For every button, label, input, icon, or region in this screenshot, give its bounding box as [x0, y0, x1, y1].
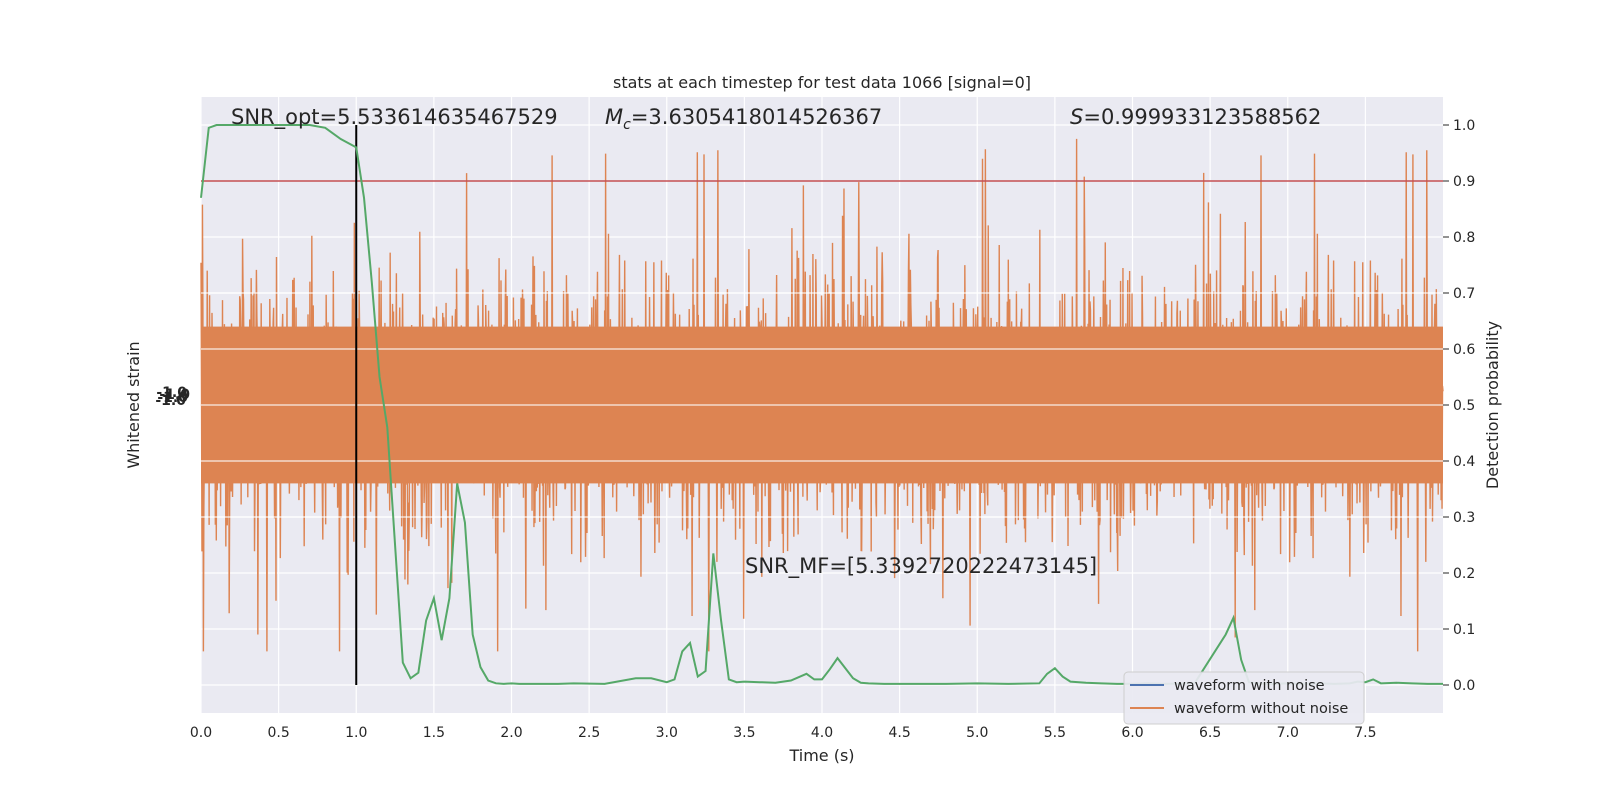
y-tick-label: 0.2: [1453, 566, 1475, 582]
x-tick-label: 6.0: [1121, 725, 1143, 741]
x-tick-label: 7.5: [1354, 725, 1376, 741]
snr-mf-annotation: SNR_MF=[5.3392720222473145]: [745, 554, 1097, 579]
chirp-mass-value: =3.6305418014526367: [631, 105, 882, 129]
y-tick-label: 0.4: [1453, 454, 1475, 470]
detection-probability-line: [200, 124, 1443, 685]
left-tick-label-b: -1.0: [157, 390, 188, 406]
y-tick-label: 1.0: [1453, 118, 1475, 134]
x-tick-label: 0.0: [190, 725, 212, 741]
x-tick-label: 6.5: [1199, 725, 1221, 741]
y-tick-label: 0.8: [1453, 230, 1475, 246]
snr-opt-annotation: SNR_opt=5.533614635467529: [231, 105, 558, 130]
x-tick-label: 2.5: [578, 725, 600, 741]
x-tick-label: 5.5: [1044, 725, 1066, 741]
y-tick-label: 0.9: [1453, 174, 1475, 190]
y-tick-label: 0.7: [1453, 286, 1475, 302]
y-tick-label: 0.5: [1453, 398, 1475, 414]
x-axis-ticks: 0.0 0.5 1.0 1.5 2.0 2.5 3.0 3.5 4.0 4.5 5.0 5.5 6.0 6…: [190, 725, 1377, 741]
legend-label-without-noise: waveform without noise: [1174, 701, 1348, 717]
legend: waveform with noise waveform without noi…: [1123, 671, 1365, 725]
x-tick-label: 0.5: [267, 725, 289, 741]
s-annotation: S=0.999933123588562: [1070, 105, 1321, 129]
y-tick-label: 0.1: [1453, 622, 1475, 638]
right-axis-ticks: 0.0 0.1 0.2 0.3 0.4 0.5 0.6 0.7 0.8 0.9 1.0: [1443, 118, 1475, 694]
x-tick-label: 4.0: [811, 725, 833, 741]
left-axis-overlapping-ticks: -1.0 -1.0 -1.0 -1.0: [155, 385, 190, 409]
s-symbol: S: [1070, 105, 1083, 129]
left-tick-label-a: -1.0: [155, 393, 186, 409]
x-axis-label: Time (s): [788, 746, 854, 765]
legend-label-with-noise: waveform with noise: [1174, 678, 1325, 694]
chirp-mass-annotation: Mc=3.6305418014526367: [605, 105, 882, 133]
left-tick-label-d: -1.0: [156, 385, 187, 401]
detection-probability-series: [200, 124, 1443, 685]
chirp-mass-symbol: M: [605, 105, 623, 129]
x-tick-label: 5.0: [966, 725, 988, 741]
x-tick-label: 1.0: [345, 725, 367, 741]
chart-title: stats at each timestep for test data 106…: [613, 73, 1031, 92]
y-tick-label: 0.0: [1453, 678, 1475, 694]
x-tick-label: 3.0: [656, 725, 678, 741]
x-tick-label: 2.0: [500, 725, 522, 741]
x-tick-label: 7.0: [1277, 725, 1299, 741]
x-tick-label: 1.5: [423, 725, 445, 741]
legend-box: [1123, 671, 1365, 725]
left-tick-label-c: -1.0: [159, 387, 190, 403]
right-axis-label: Detection probability: [1483, 321, 1502, 489]
left-axis-label: Whitened strain: [124, 341, 143, 468]
y-tick-label: 0.3: [1453, 510, 1475, 526]
s-value: =0.999933123588562: [1083, 105, 1321, 129]
chirp-mass-subscript: c: [623, 117, 631, 133]
overlay-lines: [201, 125, 1443, 685]
x-tick-label: 3.5: [733, 725, 755, 741]
x-tick-label: 4.5: [888, 725, 910, 741]
y-tick-label: 0.6: [1453, 342, 1475, 358]
